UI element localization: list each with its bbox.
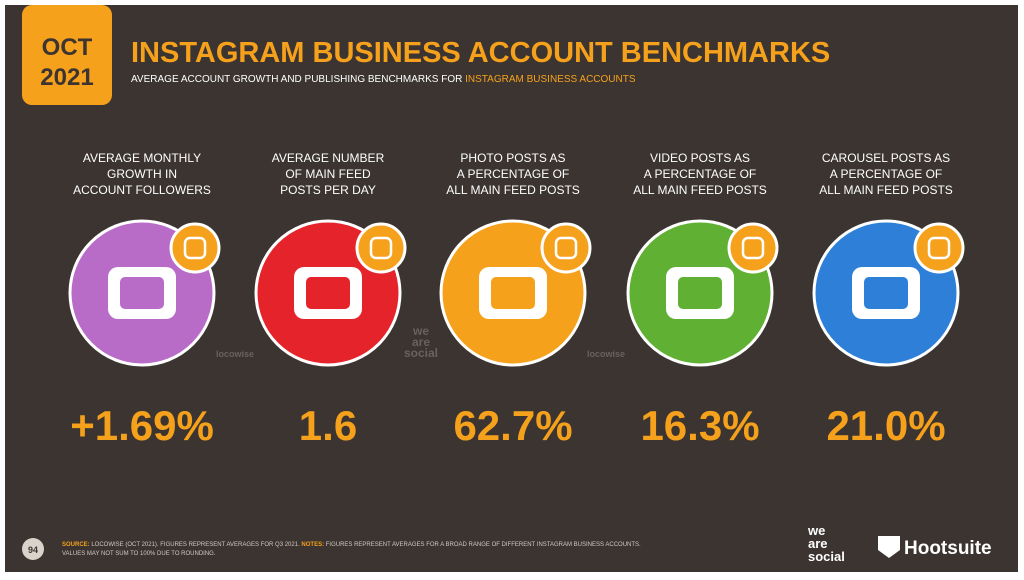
card-label: AVERAGE NUMBER: [272, 151, 385, 165]
footer-line1: SOURCE: LOCOWISE (OCT 2021). FIGURES REP…: [62, 542, 641, 548]
was-logo: we are social: [807, 523, 845, 564]
card-label: AVERAGE MONTHLY: [83, 151, 201, 165]
watermark: social: [404, 346, 438, 360]
card-label: ALL MAIN FEED POSTS: [819, 183, 953, 197]
instagram-glyph: [369, 236, 393, 260]
card-label: VIDEO POSTS AS: [650, 151, 750, 165]
card-label: POSTS PER DAY: [280, 183, 376, 197]
date-badge: [22, 5, 112, 105]
instagram-badge: [540, 222, 592, 274]
hootsuite-logo: Hootsuite: [904, 538, 992, 559]
card-value: 62.7%: [453, 402, 572, 449]
was-logo-line: social: [808, 549, 845, 564]
subtitle: AVERAGE ACCOUNT GROWTH AND PUBLISHING BE…: [131, 74, 636, 85]
badge-year: 2021: [40, 64, 93, 91]
card-label: A PERCENTAGE OF: [830, 167, 942, 181]
subtitle-highlight: INSTAGRAM BUSINESS ACCOUNTS: [465, 74, 636, 85]
notes-label: NOTES:: [301, 542, 324, 548]
instagram-badge: [169, 222, 221, 274]
notes-text: FIGURES REPRESENT AVERAGES FOR A BROAD R…: [324, 542, 641, 548]
instagram-glyph: [927, 236, 951, 260]
was-logo-line: are: [808, 536, 828, 551]
title: INSTAGRAM BUSINESS ACCOUNT BENCHMARKS: [131, 37, 830, 69]
card-icon-inner: [306, 277, 350, 309]
instagram-glyph: [741, 236, 765, 260]
was-logo-line: we: [807, 523, 825, 538]
watermark: we: [412, 324, 429, 338]
footer-line2: VALUES MAY NOT SUM TO 100% DUE TO ROUNDI…: [62, 551, 216, 557]
card-value: 16.3%: [640, 402, 759, 449]
page-badge: [22, 538, 44, 560]
card-icon-inner: [864, 277, 908, 309]
card-label: ALL MAIN FEED POSTS: [633, 183, 767, 197]
instagram-badge: [913, 222, 965, 274]
hootsuite-owl: [878, 536, 900, 558]
source-text: LOCOWISE (OCT 2021). FIGURES REPRESENT A…: [90, 542, 302, 548]
card-label: PHOTO POSTS AS: [460, 151, 565, 165]
card-label: A PERCENTAGE OF: [644, 167, 756, 181]
card-label: GROWTH IN: [107, 167, 177, 181]
card-label: A PERCENTAGE OF: [457, 167, 569, 181]
instagram-badge: [727, 222, 779, 274]
card-value: 21.0%: [826, 402, 945, 449]
badge-month: OCT: [42, 34, 93, 61]
card-label: OF MAIN FEED: [285, 167, 371, 181]
watermark: locowise: [587, 349, 625, 359]
card-icon-inner: [491, 277, 535, 309]
watermark: are: [412, 335, 430, 349]
cards: AVERAGE MONTHLY GROWTH IN ACCOUNT FOLLOWER…: [68, 151, 965, 449]
card-label: ACCOUNT FOLLOWERS: [73, 183, 211, 197]
card-label: ALL MAIN FEED POSTS: [446, 183, 580, 197]
source-label: SOURCE:: [62, 542, 90, 548]
card-value: +1.69%: [70, 402, 214, 449]
subtitle-text: AVERAGE ACCOUNT GROWTH AND PUBLISHING BE…: [131, 74, 465, 85]
card-label: CAROUSEL POSTS AS: [822, 151, 950, 165]
instagram-glyph: [554, 236, 578, 260]
page-number: 94: [28, 545, 38, 555]
watermark: locowise: [216, 349, 254, 359]
card-icon-inner: [120, 277, 164, 309]
card-icon-inner: [678, 277, 722, 309]
instagram-glyph: [183, 236, 207, 260]
instagram-badge: [355, 222, 407, 274]
card-value: 1.6: [299, 402, 357, 449]
